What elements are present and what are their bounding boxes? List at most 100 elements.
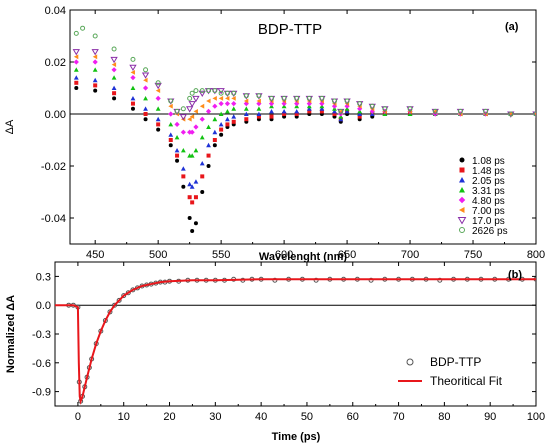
data-point [244, 117, 249, 122]
data-point [187, 195, 192, 200]
data-point [180, 148, 186, 153]
x-tick-label: 70 [392, 411, 404, 423]
y-tick-label: 0.00 [45, 109, 66, 121]
data-point [168, 122, 174, 127]
data-point [332, 112, 337, 116]
data-point [306, 95, 312, 101]
x-tick-label: 700 [401, 249, 419, 261]
data-point [156, 127, 161, 132]
panel-label-a: (a) [505, 21, 519, 33]
data-point [218, 111, 224, 116]
data-point [212, 103, 218, 109]
data-point [256, 111, 262, 116]
data-point [231, 119, 236, 124]
data-point [281, 101, 287, 107]
data-point [175, 158, 180, 163]
data-point [168, 138, 173, 142]
y-tick-label: -0.04 [41, 213, 66, 225]
legend-a: 1.08 ps1.48 ps2.05 ps3.31 ps4.80 ps7.00 … [457, 156, 508, 237]
chart-title-a: BDP-TTP [258, 21, 322, 38]
data-point [224, 90, 230, 96]
x-tick-label: 50 [301, 411, 313, 423]
data-point [212, 138, 217, 142]
x-tick-label: 650 [338, 249, 356, 261]
data-point [168, 111, 174, 117]
data-point [112, 96, 117, 101]
data-point [212, 96, 217, 101]
data-point [125, 290, 131, 296]
data-point [193, 221, 198, 226]
y-tick-label: -0.6 [32, 358, 51, 370]
data-point [256, 98, 261, 104]
legend-item: Theoritical Fit [398, 374, 503, 388]
marks-a [72, 25, 536, 233]
data-point [72, 49, 80, 56]
data-point [206, 98, 211, 104]
data-point [130, 85, 136, 90]
data-point [73, 67, 79, 72]
legend-item: 4.80 ps [458, 196, 505, 207]
data-point [344, 98, 350, 104]
data-point [218, 101, 224, 107]
data-point [181, 184, 186, 189]
data-point [189, 114, 195, 119]
data-point [243, 98, 249, 104]
data-point [142, 85, 149, 91]
data-point [225, 96, 230, 101]
y-axis-title-b: Normalized ΔA [5, 295, 17, 373]
x-tick-label: 80 [438, 411, 450, 423]
legend-label: 1.48 ps [472, 166, 505, 177]
legend-label: 3.31 ps [472, 186, 505, 197]
data-point [111, 62, 117, 67]
legend-label: BDP-TTP [430, 355, 481, 369]
data-point [231, 90, 237, 96]
legend-item: 3.31 ps [459, 186, 505, 197]
legend-swatch [406, 358, 414, 366]
data-point [130, 96, 136, 101]
y-tick-label: 0.02 [45, 57, 66, 69]
data-point [206, 88, 212, 94]
x-tick-label: 40 [255, 411, 267, 423]
data-point [200, 174, 205, 179]
data-point [185, 106, 194, 113]
legend-swatch [457, 217, 467, 225]
data-point [80, 25, 86, 31]
legend-swatch [459, 207, 465, 213]
ticks-a: 450 500 550 600 650 700 750 800 -0.04 -0.02 0.00 0.… [41, 5, 545, 261]
data-point [193, 88, 199, 94]
legend-item: 1.08 ps [459, 156, 505, 167]
legend-item: 7.00 ps [459, 206, 505, 217]
data-point [331, 98, 337, 104]
data-point [268, 101, 275, 107]
data-point [357, 101, 363, 107]
data-point [331, 103, 338, 109]
data-point [174, 135, 180, 140]
data-point [532, 111, 536, 118]
legend-swatch [459, 227, 465, 233]
legend-item: 2.05 ps [459, 176, 505, 187]
data-point [92, 77, 98, 83]
data-point [307, 109, 312, 114]
data-point [224, 101, 231, 107]
data-point [294, 109, 300, 114]
data-point [282, 112, 287, 116]
data-point [73, 30, 79, 36]
data-point [231, 106, 237, 111]
data-point [73, 54, 79, 60]
data-point [231, 114, 237, 119]
legend-label: 4.80 ps [472, 196, 505, 207]
data-point [180, 129, 186, 135]
data-point [319, 106, 325, 111]
panel-b: 0 10 20 30 40 50 60 70 80 90 100 -0.9 -0.6 -0.3 0.0 0.3… [5, 261, 545, 443]
data-point [205, 108, 212, 114]
data-point [187, 216, 192, 220]
x-tick-label: 800 [527, 249, 545, 261]
data-point [281, 109, 287, 114]
data-point [193, 109, 198, 114]
data-point [143, 96, 148, 101]
y-tick-label: -0.02 [41, 161, 66, 173]
x-tick-label: 500 [149, 249, 167, 261]
series [55, 278, 536, 405]
data-point [130, 70, 135, 75]
data-point [93, 83, 98, 88]
